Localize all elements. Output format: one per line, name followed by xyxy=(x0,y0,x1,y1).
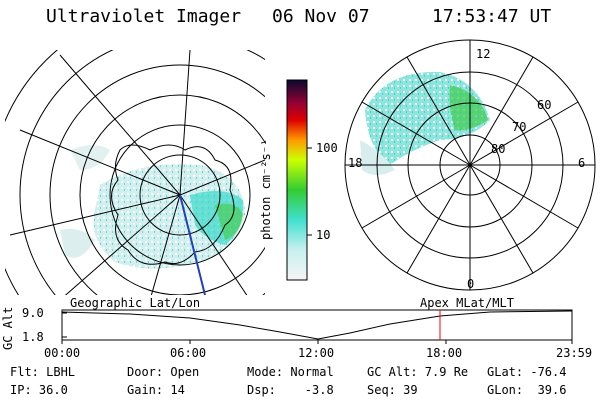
aurora-region-left xyxy=(93,164,245,269)
mlt-label-18: 18 xyxy=(348,156,363,170)
time-label: 17:53:47 UT xyxy=(432,6,552,27)
date-label: 06 Nov 07 xyxy=(272,6,370,27)
mlt-label-12: 12 xyxy=(476,47,491,61)
app-title: Ultraviolet Imager xyxy=(46,6,242,27)
timeline-x-tick-0600: 06:00 xyxy=(170,346,207,360)
info-filter: Flt: LBHL xyxy=(10,365,76,379)
info-glat: GLat: -76.4 xyxy=(487,365,567,379)
info-glon: GLon: 39.6 xyxy=(487,383,567,397)
info-gain: Gain: 14 xyxy=(127,383,185,397)
info-seq: Seq: 39 xyxy=(367,383,418,397)
lat-label-80: 80 xyxy=(491,142,506,156)
altitude-curve xyxy=(61,310,573,340)
lat-label-70: 70 xyxy=(512,120,527,134)
timeline-right-title: Apex MLat/MLT xyxy=(420,296,514,310)
timeline-x-tick-1200: 12:00 xyxy=(298,346,335,360)
timeline-x-tick-2359: 23:59 xyxy=(556,346,593,360)
colorbar-tick-100: 100 xyxy=(316,141,338,155)
mlt-label-6: 6 xyxy=(578,156,586,170)
timeline-y-tick-high: 9.0 xyxy=(22,306,44,320)
lat-label-60: 60 xyxy=(537,98,552,112)
timeline-y-tick-low: 1.8 xyxy=(22,330,44,344)
mlt-label-0: 0 xyxy=(467,277,475,291)
info-gc-alt: GC Alt: 7.9 Re xyxy=(367,365,469,379)
timeline-x-tick-0000: 00:00 xyxy=(44,346,81,360)
info-ip: IP: 36.0 xyxy=(10,383,68,397)
timeline-left-title: Geographic Lat/Lon xyxy=(70,296,201,310)
info-door: Door: Open xyxy=(127,365,200,379)
coastline xyxy=(111,144,235,265)
info-dsp: Dsp: -3.8 xyxy=(247,383,334,397)
colorbar-tick-10: 10 xyxy=(316,228,331,242)
timeline-x-tick-1800: 18:00 xyxy=(426,346,463,360)
info-mode: Mode: Normal xyxy=(247,365,334,379)
